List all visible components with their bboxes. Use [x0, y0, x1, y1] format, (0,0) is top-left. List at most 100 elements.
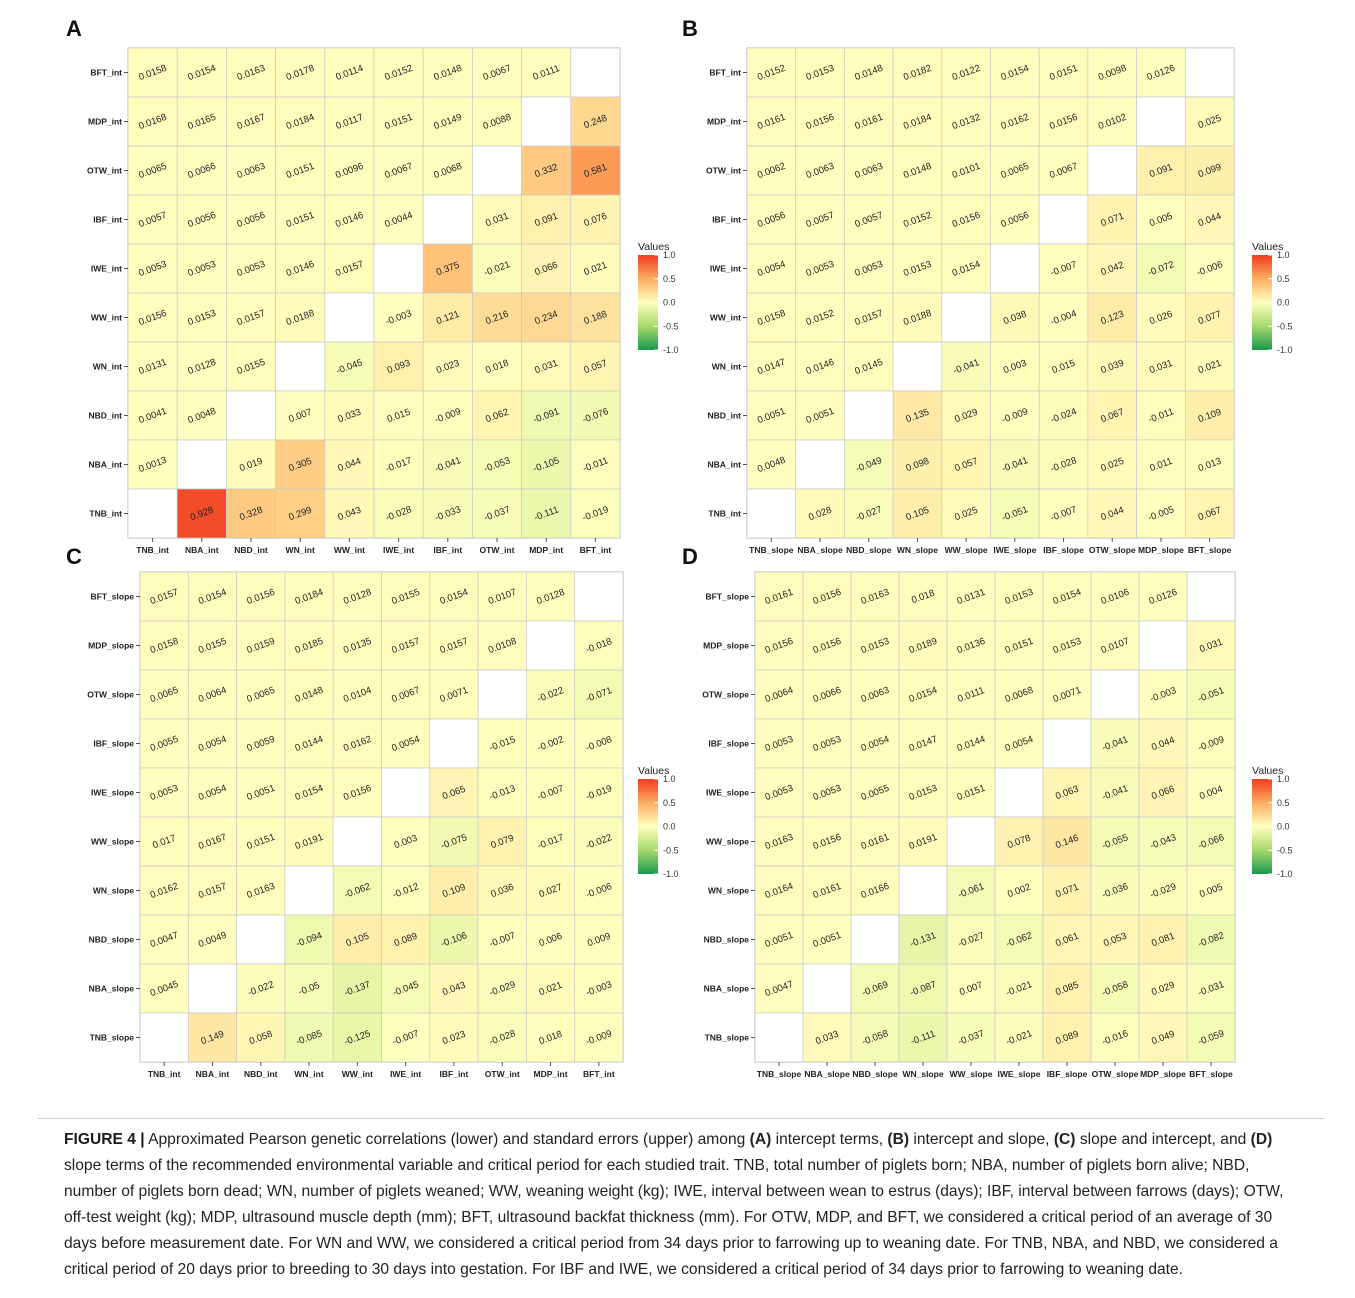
- y-tick-label: MDP_int: [707, 117, 741, 127]
- heatmap-cell: [236, 914, 286, 965]
- heatmap-cell: [898, 865, 948, 916]
- heatmap-cell: [226, 292, 276, 343]
- x-tick-label: WW_slope: [950, 1069, 993, 1079]
- heatmap-cell: [477, 816, 527, 867]
- heatmap-cell: [574, 816, 624, 867]
- heatmap-cell: [570, 194, 621, 245]
- heatmap-cell: [477, 914, 527, 965]
- heatmap-cell: [795, 145, 845, 196]
- heatmap-cell: [844, 145, 894, 196]
- heatmap-cell: [373, 145, 424, 196]
- x-tick-label: IWE_int: [390, 1069, 421, 1079]
- heatmap-cell: [226, 341, 276, 392]
- panel-c: C0.0157 0.0154 0.0156 0.0184 0.0128 0.0155 0.0…: [66, 544, 679, 1079]
- heatmap-cell: [795, 96, 845, 147]
- heatmap-cell: [898, 571, 948, 622]
- y-tick-label: IWE_slope: [706, 788, 749, 798]
- heatmap-cell: [332, 669, 382, 720]
- heatmap-cell: [795, 194, 845, 245]
- panel-letter: D: [682, 544, 698, 569]
- heatmap-cell: [754, 718, 804, 769]
- heatmap-cell: [946, 963, 996, 1014]
- heatmap-cell: [898, 914, 948, 965]
- heatmap-cell: [1090, 767, 1140, 818]
- heatmap-cell: [1136, 47, 1186, 98]
- heatmap-cell: [139, 767, 189, 818]
- heatmap-cell: [127, 96, 178, 147]
- heatmap-cell: [236, 1012, 286, 1063]
- heatmap-cell: [1038, 439, 1089, 490]
- heatmap-cell: [1042, 767, 1092, 818]
- heatmap-cell: [284, 1012, 334, 1063]
- heatmap-cell: [429, 914, 479, 965]
- legend-title: Values: [638, 765, 669, 777]
- heatmap-cell: [472, 439, 522, 490]
- heatmap-cell: [746, 488, 797, 539]
- heatmap-cell: [898, 816, 948, 867]
- y-tick-label: BFT_int: [90, 68, 122, 78]
- heatmap-cell: [844, 96, 894, 147]
- y-tick-label: NBA_slope: [89, 984, 135, 994]
- panel-b: B0.0152 0.0153 0.0148 0.0182 0.0122 0.0154 0.0…: [682, 16, 1293, 555]
- heatmap-cell: [472, 488, 522, 539]
- heatmap-cell: [139, 914, 189, 965]
- heatmap-cell: [746, 96, 797, 147]
- legend-tick-label: 1.0: [663, 774, 676, 784]
- heatmap-cell: [1087, 488, 1137, 539]
- heatmap-cell: [187, 620, 237, 671]
- heatmap-cell: [284, 865, 334, 916]
- heatmap-cell: [892, 488, 943, 539]
- heatmap-cell: [429, 816, 479, 867]
- heatmap-cell: [1184, 439, 1235, 490]
- panel-letter: B: [682, 16, 698, 41]
- heatmap-cell: [574, 767, 624, 818]
- x-tick-label: IBF_slope: [1043, 545, 1084, 555]
- x-tick-label: IWE_slope: [993, 545, 1036, 555]
- y-tick-label: MDP_slope: [703, 641, 749, 651]
- x-tick-label: NBD_int: [244, 1069, 278, 1079]
- heatmap-cell: [139, 865, 189, 916]
- heatmap-cell: [1184, 194, 1235, 245]
- heatmap-cell: [275, 292, 326, 343]
- legend-tick-label: 1.0: [663, 250, 676, 260]
- heatmap-cell: [746, 439, 797, 490]
- heatmap-cell: [946, 816, 996, 867]
- heatmap-cell: [1136, 341, 1186, 392]
- heatmap-cell: [1138, 1012, 1188, 1063]
- y-tick-label: TNB_int: [708, 509, 741, 519]
- heatmap-cell: [990, 341, 1040, 392]
- heatmap-cell: [1186, 620, 1236, 671]
- legend-tick-label: -0.5: [1277, 845, 1293, 855]
- y-tick-label: MDP_int: [88, 117, 122, 127]
- y-tick-label: NBA_slope: [704, 984, 750, 994]
- heatmap-cell: [990, 439, 1040, 490]
- legend-tick-label: -0.5: [1277, 321, 1293, 331]
- legend-color-bar: [1252, 255, 1272, 350]
- heatmap-cell: [746, 341, 797, 392]
- heatmap-cell: [422, 439, 473, 490]
- x-tick-label: WW_int: [342, 1069, 373, 1079]
- heatmap-cell: [139, 1012, 189, 1063]
- x-tick-label: OTW_slope: [1089, 545, 1136, 555]
- heatmap-cell: [275, 96, 326, 147]
- heatmap-cell: [570, 341, 621, 392]
- heatmap-cell: [526, 816, 576, 867]
- y-tick-label: OTW_int: [87, 166, 122, 176]
- heatmap-cell: [1184, 243, 1235, 294]
- x-tick-label: WN_slope: [897, 545, 938, 555]
- y-tick-label: IBF_slope: [708, 739, 749, 749]
- heatmap-cell: [1136, 96, 1186, 147]
- heatmap-cell: [946, 669, 996, 720]
- x-tick-label: NBD_int: [234, 545, 268, 555]
- heatmap-cell: [226, 439, 276, 490]
- heatmap-cell: [284, 914, 334, 965]
- caption-text-4: slope and intercept, and: [1075, 1131, 1251, 1148]
- y-tick-label: WN_int: [712, 362, 741, 372]
- heatmap-cell: [850, 865, 900, 916]
- heatmap-cell: [1184, 47, 1235, 98]
- heatmap-cell: [941, 292, 991, 343]
- heatmap-cell: [892, 341, 943, 392]
